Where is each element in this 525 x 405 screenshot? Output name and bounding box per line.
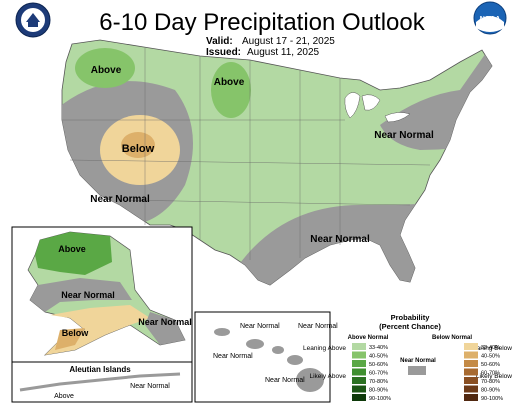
legend-below-bin-label: 80-90% xyxy=(481,388,500,394)
legend-above-bin-label: 50-60% xyxy=(369,362,388,368)
aleutian-title: Aleutian Islands xyxy=(69,365,131,374)
label-above-nc: Above xyxy=(214,77,245,88)
label-above-nw: Above xyxy=(91,65,122,76)
legend-above-header: Above Normal xyxy=(348,335,389,341)
label-ak-near-se: Near Normal xyxy=(138,317,192,327)
seal-icon xyxy=(15,2,51,38)
legend-above-bin-label: 90-100% xyxy=(369,396,391,402)
legend-likely-below: Likely Below xyxy=(476,373,512,380)
legend-below-bin-label: 50-60% xyxy=(481,362,500,368)
legend-below-swatch xyxy=(464,360,478,367)
legend-above-swatch xyxy=(352,351,366,359)
legend-below-swatch xyxy=(464,394,478,401)
legend-above-swatch xyxy=(352,343,366,350)
legend-above-swatch xyxy=(352,377,366,384)
legend-above-swatch xyxy=(352,368,366,376)
legend-below-bins: 33-40% 40-50% 50-60% 60-70% 70-80% 80-90% 90-1… xyxy=(464,343,503,402)
legend-above-swatch xyxy=(352,385,366,393)
aleutian-inset: Aleutian Islands Near Normal Above xyxy=(11,361,193,403)
legend-below-swatch xyxy=(464,368,478,376)
above-normal-area-nc xyxy=(211,62,251,118)
legend-below-swatch xyxy=(464,343,478,350)
above-normal-area-nw xyxy=(75,48,135,88)
legend-leaning-above: Leaning Above xyxy=(303,345,346,352)
label-ak-above: Above xyxy=(58,244,86,254)
legend-above-bin-label: 70-80% xyxy=(369,379,388,385)
legend-below-bin-label: 40-50% xyxy=(481,354,500,360)
legend-near-swatch xyxy=(408,366,426,375)
legend-above-bin-label: 40-50% xyxy=(369,354,388,360)
label-ak-below: Below xyxy=(62,328,90,338)
issued-date: August 11, 2025 xyxy=(247,47,320,58)
legend-above-swatch xyxy=(352,394,366,401)
label-near-normal-northeast: Near Normal xyxy=(374,130,434,141)
legend-leaning-below: Leaning Below xyxy=(469,345,512,352)
legend-above-bins: 33-40% 40-50% 50-60% 60-70% 70-80% 80-90% 90-1… xyxy=(352,343,391,402)
noaa-logo-icon: NOAA xyxy=(473,1,507,35)
label-hi-near-2: Near Normal xyxy=(298,323,338,330)
svg-text:NOAA: NOAA xyxy=(480,16,501,23)
label-below: Below xyxy=(122,143,155,155)
legend-near-header: Near Normal xyxy=(400,358,436,364)
label-aleutian-above: Above xyxy=(54,393,74,400)
legend-subtitle: (Percent Chance) xyxy=(379,322,441,331)
legend-below-bin-label: 70-80% xyxy=(481,379,500,385)
legend-below-swatch xyxy=(464,351,478,359)
legend-below-swatch xyxy=(464,385,478,393)
below-normal-core xyxy=(121,132,155,158)
legend-above-bin-label: 80-90% xyxy=(369,388,388,394)
label-near-west-line: Near Normal xyxy=(90,194,150,205)
alaska-inset: Above Near Normal Below Near Normal xyxy=(11,226,193,363)
label-near-normal-west: Near Normal xyxy=(90,194,150,205)
valid-dates: August 17 - 21, 2025 xyxy=(242,36,335,47)
legend-below-bin-label: 90-100% xyxy=(481,396,503,402)
legend-above-bin-label: 33-40% xyxy=(369,345,388,351)
page-title: 6-10 Day Precipitation Outlook xyxy=(99,9,426,36)
label-near-normal-south: Near Normal xyxy=(310,234,370,245)
legend-title: Probability xyxy=(391,313,431,322)
legend-above-bin-label: 60-70% xyxy=(369,371,388,377)
legend-below-bin-label: 60-70% xyxy=(481,371,500,377)
legend-likely-above: Likely Above xyxy=(310,373,347,380)
conus-region: Above Above Below Near Normal Near Norma… xyxy=(61,39,493,286)
label-hi-near-3: Near Normal xyxy=(213,353,253,360)
label-ak-near: Near Normal xyxy=(61,290,115,300)
hawaii-inset: Near Normal Near Normal Near Normal Near… xyxy=(194,311,338,403)
legend-below-bin-label: 33-40% xyxy=(481,345,500,351)
label-hi-near-1: Near Normal xyxy=(240,323,280,330)
legend-above-swatch xyxy=(352,360,366,367)
legend: Probability (Percent Chance) Above Norma… xyxy=(303,313,512,402)
valid-label: Valid: xyxy=(206,36,233,47)
label-aleutian-near: Near Normal xyxy=(130,383,170,390)
legend-below-swatch xyxy=(464,377,478,384)
legend-below-header: Below Normal xyxy=(432,335,472,341)
issued-label: Issued: xyxy=(206,47,241,58)
label-hi-near-4: Near Normal xyxy=(265,377,305,384)
